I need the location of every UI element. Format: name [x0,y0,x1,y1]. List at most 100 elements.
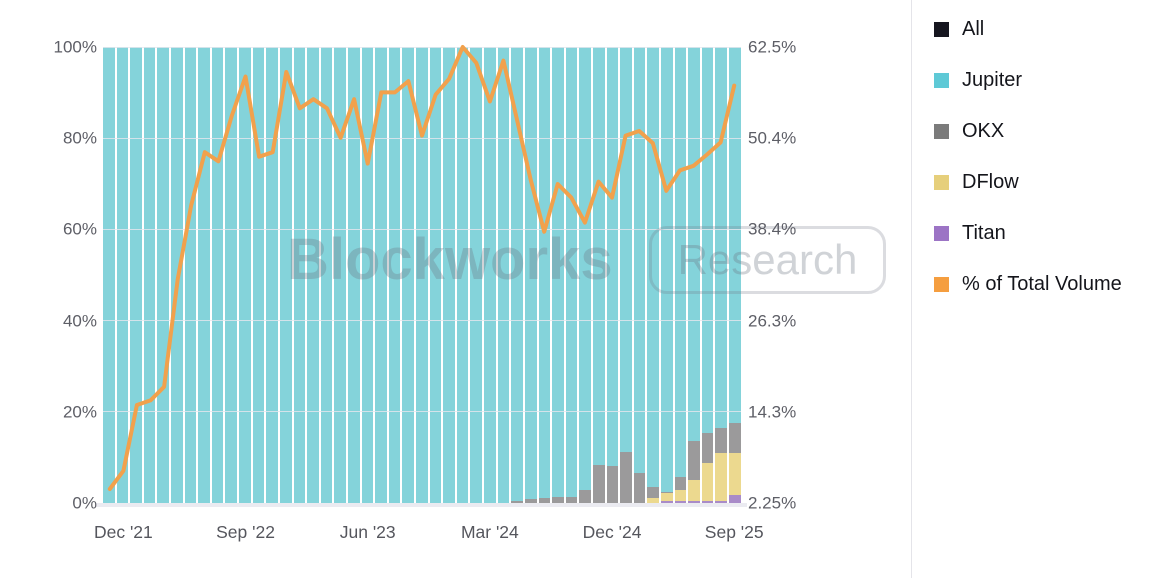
x-axis: Dec '21 Sep '22 Jun '23 Mar '24 Dec '24 Sep '… [94,522,764,544]
bar-column [388,47,401,503]
x-axis-tick-label: Dec '21 [93,522,153,542]
bar-column [266,47,278,503]
bar-segment-okx [538,497,551,503]
legend-swatch-icon [934,175,949,190]
bar-segment-okx [592,464,605,503]
bar-column [211,47,224,503]
bar-segment-dflow [715,453,728,502]
bar-segment-jupiter [252,47,265,503]
bar-segment-okx [579,489,591,503]
plot-area [103,46,741,504]
bar-column [361,47,374,503]
x-axis-tick-label: Mar '24 [460,522,519,542]
bar-column [320,47,333,503]
bar-segment-okx [688,440,700,480]
total-volume-line [107,45,737,491]
bar-segment-jupiter [375,47,387,503]
legend-label: OKX [962,120,1005,142]
bar-segment-jupiter [579,47,591,490]
bar-column [592,47,605,503]
legend-label: % of Total Volume [962,273,1122,295]
bar-segment-jupiter [198,47,210,503]
bar-segment-okx [647,487,659,498]
bar-column [347,47,360,503]
x-axis-tick-label: Jun '23 [339,522,396,542]
bar-column [225,47,238,503]
left-axis-tick-label: 60% [62,219,97,239]
bar-column [293,47,306,503]
bar-segment-jupiter [620,47,632,452]
bar-segment-okx [660,492,673,493]
bar-column [252,47,265,503]
legend-item-okx[interactable]: OKX [934,106,1162,157]
bar-segment-jupiter [116,47,129,503]
bar-segment-dflow [674,490,687,502]
bar-column [497,47,510,503]
bar-column [334,47,346,503]
bar-column [443,47,455,503]
legend-swatch-icon [934,73,949,88]
bar-segment-okx [633,472,646,503]
bar-segment-jupiter [416,47,428,503]
right-axis-tick-label: 2.25% [748,493,797,513]
legend-label: All [962,18,985,40]
bar-segment-jupiter [674,47,687,478]
bar-column [701,47,714,503]
legend-item-titan[interactable]: Titan [934,208,1162,259]
x-axis-tick-label: Dec '24 [582,522,642,542]
bar-column [456,47,469,503]
bar-segment-titan [715,501,728,503]
bar-segment-jupiter [688,47,700,441]
bar-segment-jupiter [592,47,605,465]
bar-segment-jupiter [729,47,741,424]
legend-item--of-total-volume[interactable]: % of Total Volume [934,259,1162,310]
left-y-axis: 0% 20% 40% 60% 80% 100% [0,39,97,512]
bar-column [157,47,170,503]
bar-segment-jupiter [633,47,646,473]
bar-column [606,47,619,503]
legend-item-jupiter[interactable]: Jupiter [934,55,1162,106]
bar-segment-titan [688,501,700,503]
bar-segment-jupiter [606,47,619,467]
left-axis-tick-label: 0% [72,493,97,513]
bar-segment-jupiter [484,47,496,503]
bar-segment-dflow [647,497,659,503]
bar-segment-titan [660,500,673,503]
bar-column [620,47,632,503]
bar-column [674,47,687,503]
bar-segment-jupiter [701,47,714,433]
legend-label: Titan [962,222,1006,244]
bar-segment-jupiter [402,47,415,503]
bar-column [279,47,292,503]
bar-column [484,47,496,503]
bar-column [103,47,115,503]
bar-segment-jupiter [511,47,523,502]
bar-segment-okx [701,432,714,464]
right-axis-tick-label: 62.5% [748,37,797,57]
bar-column [660,47,673,503]
legend-item-all[interactable]: All [934,4,1162,55]
bar-segment-jupiter [279,47,292,503]
bar-segment-jupiter [143,47,156,503]
bar-segment-okx [620,451,632,503]
bar-column [633,47,646,503]
legend-swatch-icon [934,277,949,292]
bar-segment-jupiter [456,47,469,503]
bar-segment-okx [606,466,619,503]
bar-segment-jupiter [239,47,251,503]
bar-segment-jupiter [130,47,142,503]
bar-column [552,47,564,503]
x-axis-tick-label: Sep '22 [216,522,275,542]
bar-segment-okx [565,497,578,503]
bar-segment-jupiter [157,47,170,503]
legend-item-dflow[interactable]: DFlow [934,157,1162,208]
bar-column [184,47,197,503]
left-axis-tick-label: 40% [62,311,97,331]
bar-segment-jupiter [647,47,659,488]
right-y-axis: 2.25% 14.3% 26.3% 38.4% 50.4% 62.5% [748,39,818,512]
bar-column [416,47,428,503]
bar-segment-titan [729,494,741,503]
bar-segment-dflow [688,479,700,502]
bar-column [688,47,700,503]
left-axis-tick-label: 80% [62,128,97,148]
